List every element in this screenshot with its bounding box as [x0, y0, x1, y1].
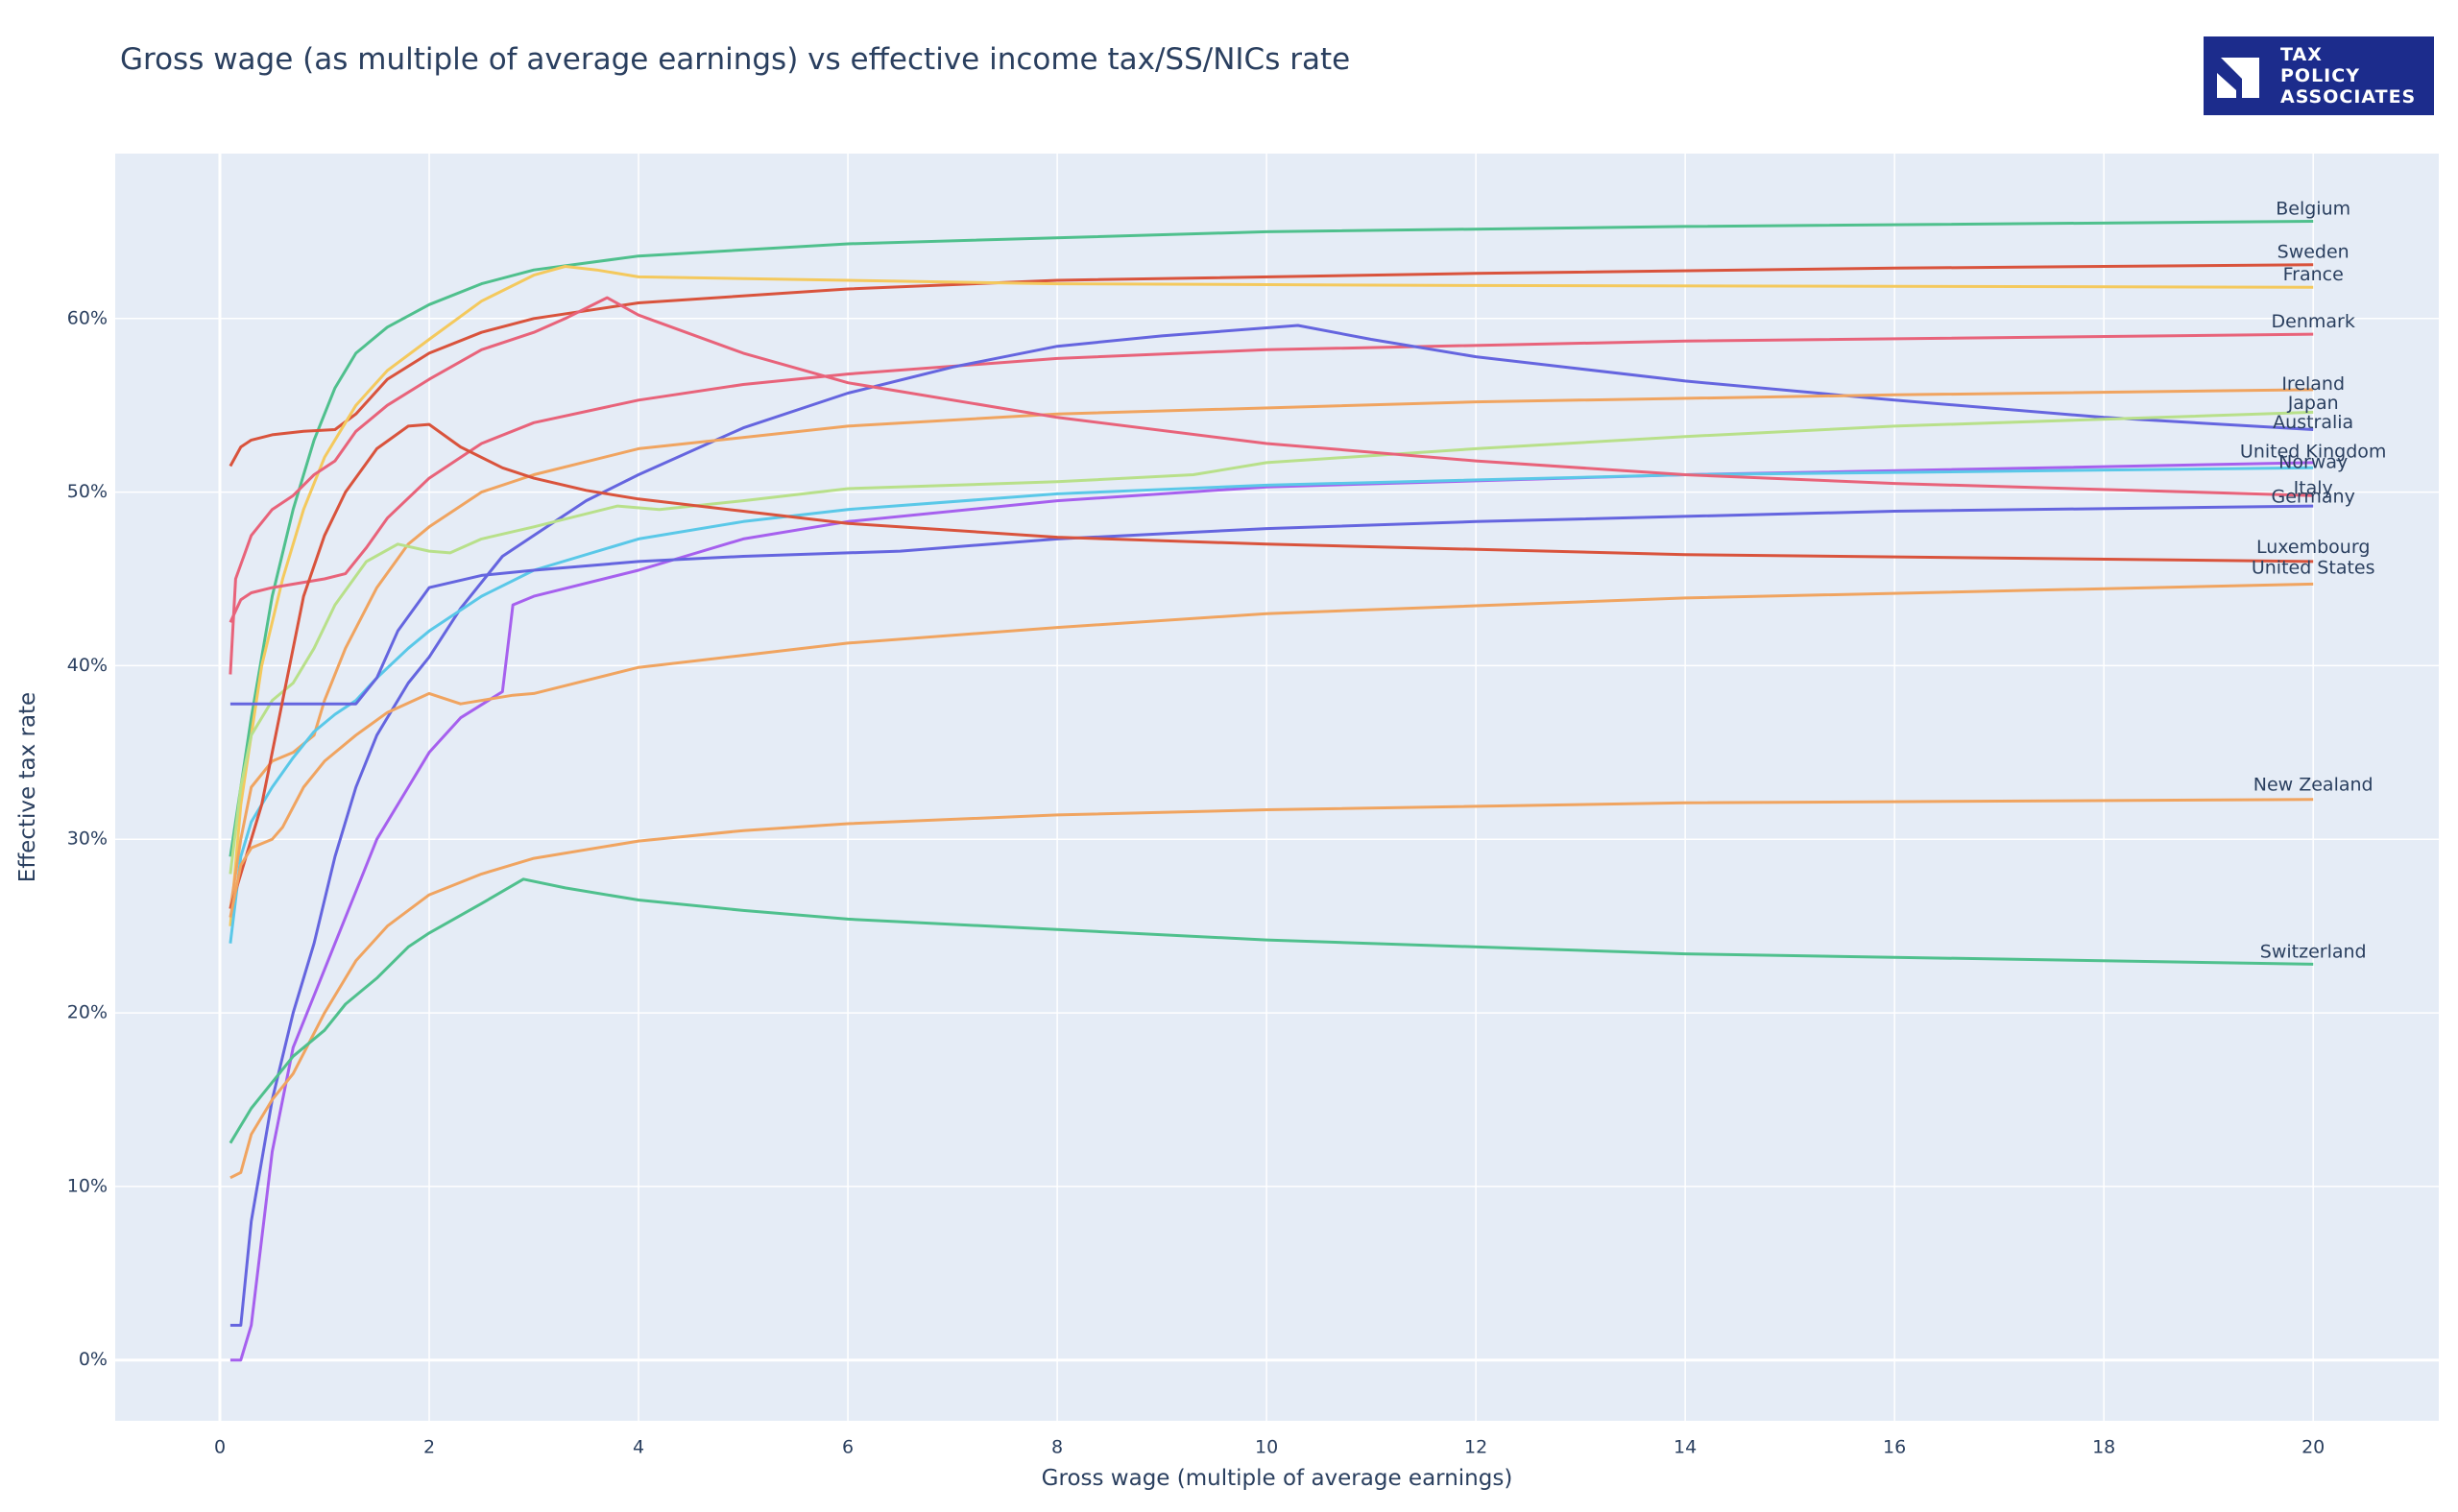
- series-line-norway: [229, 466, 2314, 944]
- tax-policy-associates-logo: TAX POLICY ASSOCIATES: [2204, 36, 2434, 115]
- x-tick-label: 20: [2301, 1437, 2325, 1458]
- x-tick-label: 4: [633, 1437, 644, 1458]
- series-label-japan: Japan: [2287, 393, 2339, 414]
- x-tick-label: 6: [842, 1437, 854, 1458]
- x-tick-label: 10: [1255, 1437, 1278, 1458]
- series-label-belgium: Belgium: [2276, 198, 2350, 219]
- series-line-denmark: [229, 332, 2314, 623]
- series-label-australia: Australia: [2273, 412, 2353, 433]
- series-line-united-kingdom: [229, 461, 2314, 1362]
- logo-line: TAX: [2280, 44, 2323, 65]
- series-line-sweden: [229, 263, 2314, 468]
- y-tick-label: 40%: [67, 655, 108, 676]
- series-lines: [229, 220, 2314, 1362]
- y-tick-label: 10%: [67, 1175, 108, 1196]
- y-tick-label: 0%: [79, 1349, 108, 1370]
- logo-line: POLICY: [2280, 65, 2360, 86]
- series-label-luxembourg: Luxembourg: [2256, 537, 2370, 558]
- series-label-united-states: United States: [2252, 558, 2375, 579]
- series-line-united-states: [229, 582, 2314, 918]
- series-line-germany: [229, 504, 2314, 706]
- x-axis-ticks: 0 2 4 6 8 10 12 14 16 18 20: [214, 1437, 2325, 1458]
- series-label-france: France: [2283, 264, 2344, 285]
- series-line-belgium: [229, 220, 2314, 857]
- series-label-germany: Germany: [2272, 487, 2355, 508]
- y-axis-ticks: 0% 10% 20% 30% 40% 50% 60%: [67, 307, 108, 1370]
- series-line-japan: [229, 388, 2314, 909]
- series-line-switzerland: [229, 877, 2314, 1144]
- series-label-italy: Italy: [2294, 477, 2333, 498]
- x-tick-label: 0: [214, 1437, 226, 1458]
- y-tick-label: 60%: [67, 307, 108, 328]
- logo-text: TAX POLICY ASSOCIATES: [2280, 44, 2416, 108]
- series-label-ireland: Ireland: [2281, 373, 2345, 395]
- series-label-united-kingdom: United Kingdom: [2240, 442, 2387, 463]
- chart-title: Gross wage (as multiple of average earni…: [120, 42, 1351, 77]
- series-label-sweden: Sweden: [2277, 242, 2350, 263]
- y-axis-title: Effective tax rate: [15, 692, 40, 882]
- series-line-ireland: [229, 324, 2314, 1327]
- x-axis-title: Gross wage (multiple of average earnings…: [1042, 1466, 1513, 1491]
- series-line-australia: [229, 410, 2314, 875]
- series-line-new-zealand: [229, 798, 2314, 1180]
- series-label-denmark: Denmark: [2272, 311, 2355, 332]
- series-line-luxembourg: [229, 422, 2314, 910]
- x-tick-label: 14: [1674, 1437, 1697, 1458]
- y-tick-label: 30%: [67, 828, 108, 850]
- x-tick-label: 2: [423, 1437, 435, 1458]
- logo-line: ASSOCIATES: [2280, 86, 2417, 108]
- x-tick-label: 8: [1051, 1437, 1063, 1458]
- x-tick-label: 18: [2092, 1437, 2115, 1458]
- series-line-italy: [229, 296, 2314, 675]
- x-tick-label: 12: [1464, 1437, 1487, 1458]
- logo-mark-icon: [2217, 58, 2259, 98]
- y-tick-label: 20%: [67, 1002, 108, 1023]
- series-label-new-zealand: New Zealand: [2253, 775, 2374, 796]
- series-label-switzerland: Switzerland: [2260, 941, 2367, 962]
- x-tick-label: 16: [1883, 1437, 1906, 1458]
- plot-background: [115, 154, 2439, 1421]
- series-label-norway: Norway: [2278, 451, 2348, 472]
- grid: [115, 154, 2439, 1421]
- y-tick-label: 50%: [67, 481, 108, 502]
- series-line-france: [229, 265, 2314, 926]
